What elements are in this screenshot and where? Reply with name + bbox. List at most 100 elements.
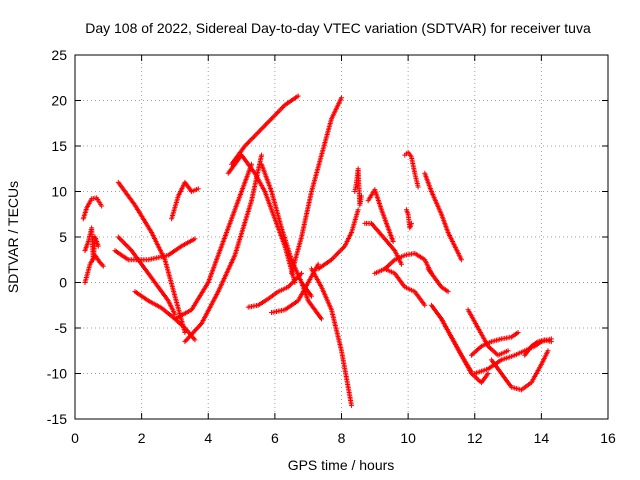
data-point [275,109,281,115]
data-point [248,137,254,143]
series-arc26 [403,207,414,231]
data-point [408,220,414,226]
series-arc16 [289,95,344,276]
data-point [269,116,275,122]
data-point [279,105,285,111]
data-point [260,124,266,130]
data-point [485,371,491,376]
data-point [258,127,264,133]
data-point [337,248,343,254]
y-tick-label: 5 [59,229,67,245]
series-arc28 [425,266,451,295]
data-point [319,316,325,322]
data-point [125,244,131,250]
data-point [472,349,478,355]
data-point [390,239,396,245]
series-arc10 [182,152,265,345]
x-axis-label: GPS time / hours [288,457,395,473]
series-arc2 [82,252,106,285]
data-point [458,257,464,263]
series-arc33 [472,336,554,376]
series-arc9 [172,161,255,322]
data-point [335,251,341,257]
x-tick-label: 8 [338,430,346,446]
y-tick-label: -15 [47,411,67,427]
series-arc4 [115,179,188,336]
data-point [255,129,261,135]
data-point [338,247,344,253]
series-arc35 [522,337,554,358]
x-tick-label: 10 [400,430,416,446]
x-tick-label: 16 [600,430,616,446]
data-point [117,235,123,241]
data-point [358,193,364,199]
data-point [256,128,262,134]
data-point [355,207,361,213]
series-arc24 [372,250,434,276]
data-point [250,134,256,140]
data-point [124,243,130,249]
data-point [246,139,252,145]
data-point [398,261,404,267]
series-arc1 [80,195,105,222]
data-point [272,112,278,118]
x-tick-label: 4 [204,430,212,446]
x-tick-label: 6 [271,430,279,446]
data-point [489,347,495,353]
data-point [244,141,250,147]
series-arc34 [488,348,551,393]
data-point [121,240,127,246]
data-point [476,345,482,351]
data-point [259,126,265,132]
data-point [259,152,265,158]
series-arc23 [382,266,428,308]
data-point [505,348,511,354]
series-arc3 [82,225,101,263]
data-point [118,236,124,242]
data-point [332,253,338,259]
data-point [100,263,106,269]
series-arc17 [299,280,325,322]
data-point [336,249,342,255]
data-point [475,347,481,353]
data-point [252,133,258,139]
y-tick-label: 0 [59,275,67,291]
data-point [389,259,395,265]
data-point [515,330,521,336]
data-point [278,106,284,112]
data-point [475,376,481,382]
data-point [264,121,270,127]
series-arc12 [229,93,301,167]
data-point [333,252,339,258]
data-point [277,107,283,113]
data-point [471,350,477,356]
series-arc27 [422,170,464,263]
x-tick-label: 14 [534,430,550,446]
data-point [253,132,259,138]
data-point [387,261,393,267]
data-point [488,345,494,351]
data-point [172,311,178,317]
data-point [99,203,105,209]
data-point [348,402,354,408]
data-point [265,119,271,125]
series-arc6 [112,236,198,263]
data-point [309,293,315,299]
data-point [249,136,255,142]
data-point [315,261,321,267]
data-point [126,245,132,251]
data-point [295,93,301,99]
data-point [384,264,390,270]
y-tick-label: 25 [51,47,67,63]
y-tick-label: 15 [51,138,67,154]
data-point [445,289,451,295]
series-arc5 [115,234,178,317]
data-point [331,254,337,260]
data-point [119,238,125,244]
data-point [468,352,474,358]
data-point [491,349,497,355]
data-point [115,234,121,240]
data-point [123,241,129,247]
series-arc8 [169,179,201,222]
data-point [95,243,101,249]
